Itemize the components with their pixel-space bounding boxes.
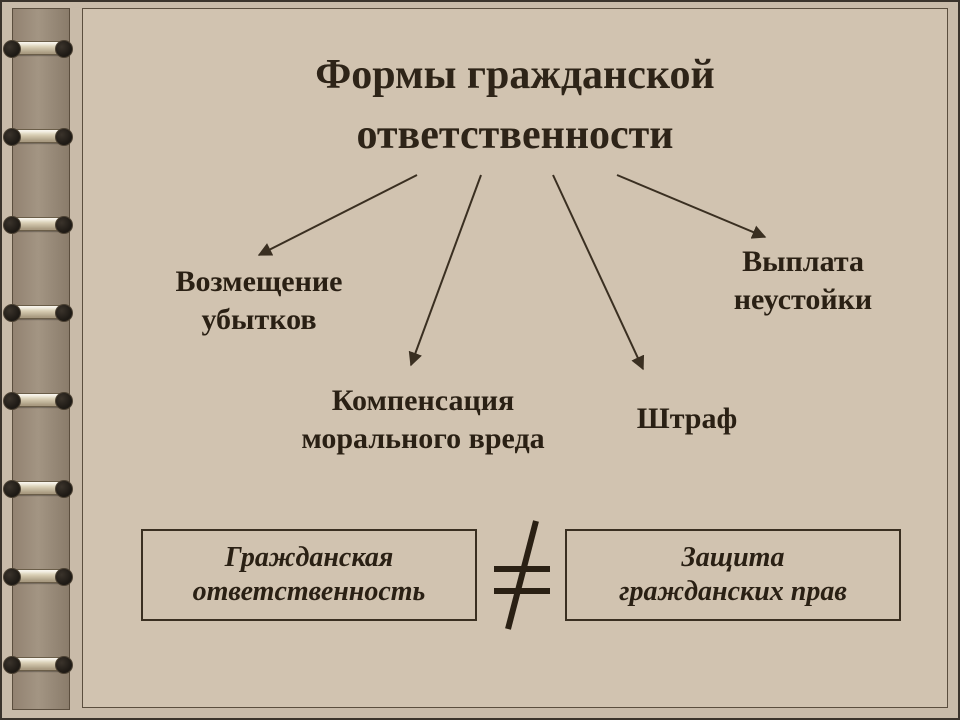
box-line: ответственность [193,576,426,607]
leaf-line: Компенсация [332,384,515,417]
binder-ring [3,213,73,241]
not-equal-sign [486,515,558,635]
leaf-fine: Штраф [607,400,767,438]
box-civil-liability: Гражданская ответственность [141,529,477,621]
leaf-compensation-losses: Возмещение убытков [139,263,379,338]
binder-ring [3,37,73,65]
content-panel: Формы гражданской ответственности Возмещ… [82,8,948,708]
leaf-line: Штраф [637,402,738,435]
binder-ring [3,125,73,153]
box-line: гражданских прав [619,576,847,607]
binder-ring [3,477,73,505]
binder-ring [3,653,73,681]
box-line: Гражданская [225,542,394,573]
leaf-line: неустойки [734,283,872,316]
leaf-line: Возмещение [176,265,343,298]
binder-spine [12,8,70,710]
leaf-penalty-payment: Выплата неустойки [693,243,913,318]
leaf-line: убытков [201,303,316,336]
leaf-line: морального вреда [301,422,544,455]
slide: Формы гражданской ответственности Возмещ… [0,0,960,720]
leaf-moral-damage: Компенсация морального вреда [263,382,583,457]
box-rights-protection: Защита гражданских прав [565,529,901,621]
box-line: Защита [682,542,785,573]
binder-ring [3,389,73,417]
leaf-line: Выплата [742,245,864,278]
binder-ring [3,565,73,593]
binder-ring [3,301,73,329]
